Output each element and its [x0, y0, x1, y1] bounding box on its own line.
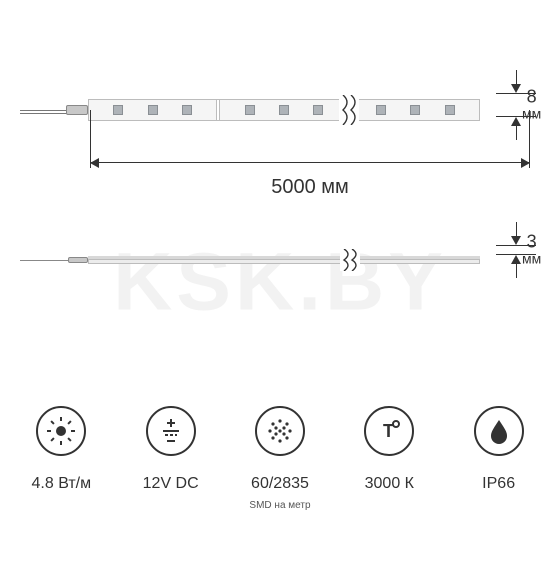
led-strip: [88, 99, 480, 121]
connector: [66, 105, 88, 115]
led-chip: [313, 105, 323, 115]
spec-row: 4.8 Вт/м 12V DC 60/2835SMD на метр T 3000 К…: [0, 406, 560, 514]
led-chip: [279, 105, 289, 115]
dimension-width-value: 8: [522, 88, 541, 106]
led-chip: [113, 105, 123, 115]
lead-wire: [20, 113, 68, 114]
strip-segment: [220, 100, 347, 120]
dimension-thickness: 3 мм: [488, 222, 544, 278]
spec-power: 4.8 Вт/м: [13, 406, 109, 494]
strip-segment: [352, 100, 479, 120]
spec-label: 12V DC: [143, 474, 199, 494]
lead-wire: [20, 260, 70, 261]
spec-label: IP66: [482, 474, 515, 494]
break-mark: [339, 95, 359, 125]
led-chip: [148, 105, 158, 115]
spec-label: 4.8 Вт/м: [32, 474, 92, 494]
break-mark: [340, 249, 360, 271]
dc-icon: [146, 406, 196, 456]
spec-sublabel: SMD на метр: [249, 500, 310, 511]
dimension-thickness-value: 3: [522, 233, 541, 251]
strip-top-view: [30, 90, 480, 130]
led-chip: [245, 105, 255, 115]
spec-voltage: 12V DC: [123, 406, 219, 494]
sun-icon: [36, 406, 86, 456]
dimension-length-value: 5000: [271, 176, 316, 198]
dimension-length: 5000 мм: [30, 150, 530, 210]
led-chip: [410, 105, 420, 115]
led-strip-side: [88, 256, 480, 264]
lead-wire: [20, 110, 68, 111]
spec-leds: 60/2835SMD на метр: [232, 406, 328, 514]
spec-label: 3000 К: [365, 474, 414, 494]
led-chip: [376, 105, 386, 115]
led-chip: [182, 105, 192, 115]
dimension-length-unit: мм: [321, 176, 349, 198]
dimension-thickness-unit: мм: [522, 251, 541, 268]
technical-diagram: 8 мм 5000 мм 3 мм: [0, 0, 560, 280]
spec-ip: IP66: [451, 406, 547, 494]
droplet-icon: [474, 406, 524, 456]
spec-label: 60/2835SMD на метр: [249, 474, 310, 514]
temp-icon: T: [364, 406, 414, 456]
connector: [68, 257, 88, 263]
dimension-width: 8 мм: [488, 70, 544, 140]
dimension-width-unit: мм: [522, 106, 541, 123]
spec-cct: T 3000 К: [341, 406, 437, 494]
dots-icon: [255, 406, 305, 456]
strip-side-view: [30, 240, 480, 280]
led-chip: [445, 105, 455, 115]
strip-segment: [89, 100, 216, 120]
